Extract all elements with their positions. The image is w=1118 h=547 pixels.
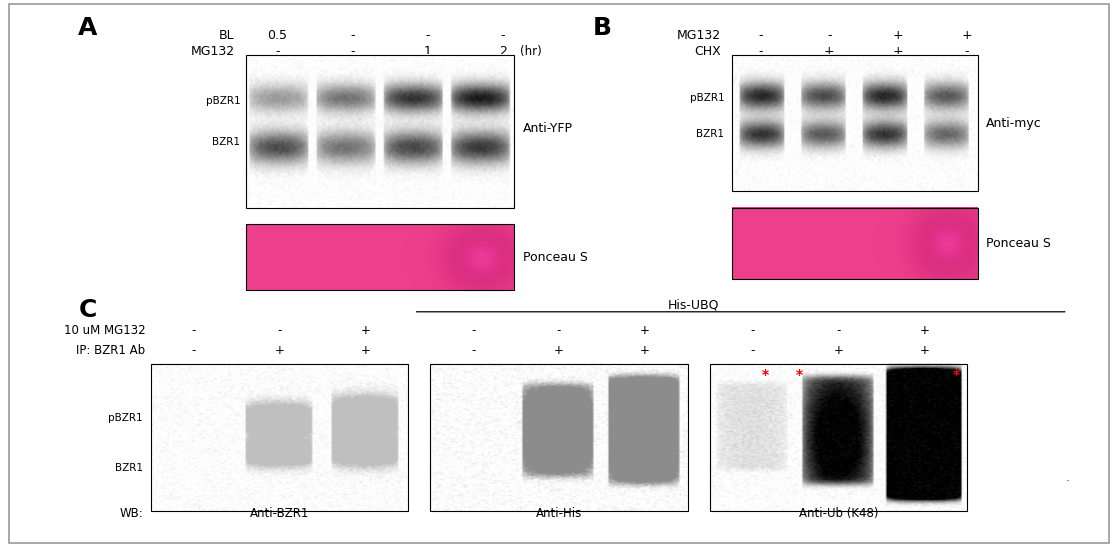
Text: -: - [827,29,832,42]
Text: -: - [836,324,841,337]
Text: Anti-Ub (K48): Anti-Ub (K48) [798,507,879,520]
Text: -: - [350,45,354,59]
Text: +: + [639,344,650,357]
Bar [246,224,514,290]
Text: -: - [758,45,762,59]
Text: BZR1: BZR1 [212,137,240,147]
Text: Anti-His: Anti-His [536,507,582,520]
Text: Ponceau S: Ponceau S [523,251,588,264]
Text: MG132: MG132 [678,29,721,42]
Text: *: * [953,368,959,382]
Text: BL: BL [219,29,235,42]
Text: BZR1: BZR1 [115,463,143,473]
Text: -: - [471,344,475,357]
Text: ·: · [1065,475,1070,488]
Text: Anti-YFP: Anti-YFP [523,122,574,135]
Text: -: - [471,324,475,337]
Text: +: + [360,324,370,337]
Text: WB:: WB: [120,507,143,520]
Text: Anti-BZR1: Anti-BZR1 [249,507,310,520]
Text: 1: 1 [424,45,432,59]
Text: IP: BZR1 Ab: IP: BZR1 Ab [76,344,145,357]
Text: BZR1: BZR1 [697,129,724,139]
Bar [732,55,978,191]
Text: *: * [796,368,803,382]
Text: -: - [750,344,755,357]
Text: pBZR1: pBZR1 [108,414,143,423]
Bar [151,364,408,511]
Text: B: B [593,16,612,40]
Text: pBZR1: pBZR1 [206,96,240,106]
Text: -: - [275,45,280,59]
Bar [732,208,978,279]
Text: +: + [893,29,903,42]
Text: CHX: CHX [694,45,721,59]
Text: 2: 2 [499,45,508,59]
Text: C: C [78,298,96,322]
Text: +: + [360,344,370,357]
Text: A: A [78,16,97,40]
Text: His-UBQ: His-UBQ [667,299,719,312]
Text: MG132: MG132 [191,45,235,59]
Text: -: - [758,29,762,42]
Text: pBZR1: pBZR1 [690,94,724,103]
Text: Ponceau S: Ponceau S [986,237,1051,250]
Text: +: + [919,344,929,357]
Text: -: - [965,45,969,59]
Text: Anti-myc: Anti-myc [986,117,1042,130]
Text: (hr): (hr) [520,45,541,59]
Text: -: - [501,29,505,42]
Text: -: - [277,324,282,337]
Text: +: + [275,344,284,357]
Text: -: - [191,344,196,357]
Text: +: + [824,45,834,59]
Text: +: + [834,344,843,357]
Text: 10 uM MG132: 10 uM MG132 [64,324,145,337]
Bar [430,364,688,511]
Text: *: * [762,368,769,382]
Text: -: - [191,324,196,337]
Text: +: + [961,29,973,42]
Text: +: + [893,45,903,59]
Text: +: + [919,324,929,337]
Text: +: + [639,324,650,337]
Bar [246,55,514,208]
Bar [710,364,967,511]
Text: -: - [750,324,755,337]
Text: -: - [350,29,354,42]
Text: -: - [557,324,561,337]
Text: +: + [555,344,563,357]
Text: -: - [426,29,430,42]
Text: 0.5: 0.5 [267,29,287,42]
